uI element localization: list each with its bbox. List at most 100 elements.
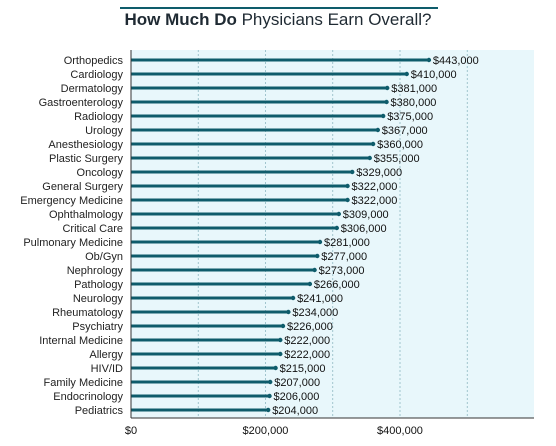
bar-end-dot [278,351,283,357]
bar [131,352,281,356]
value-label: $375,000 [387,111,433,123]
value-label: $266,000 [314,279,360,291]
bar [131,324,283,328]
bar [131,142,374,146]
bar [131,72,407,76]
value-label: $215,000 [280,363,326,375]
bar-end-dot [268,379,273,385]
bar [131,58,429,62]
category-label: Ob/Gyn [85,251,123,263]
bar [131,86,388,90]
bar-end-dot [345,183,350,189]
x-tick-label: $200,000 [243,425,289,437]
value-label: $222,000 [284,349,330,361]
category-label: Psychiatry [72,321,123,333]
category-label: Rheumatology [52,307,123,319]
x-tick-label: $400,000 [377,425,423,437]
bar [131,366,276,370]
chart-title-bold: How Much Do [124,10,237,29]
value-label: $360,000 [377,139,423,151]
value-label: $322,000 [352,181,398,193]
category-label: Emergency Medicine [20,195,123,207]
bar [131,380,271,384]
value-label: $234,000 [292,307,338,319]
category-label: Urology [85,125,123,137]
bar-end-dot [380,113,386,119]
category-label: Dermatology [61,83,124,95]
value-label: $329,000 [356,167,402,179]
category-label: Plastic Surgery [49,153,123,165]
bar [131,338,281,342]
value-label: $443,000 [433,55,479,67]
category-label: Pulmonary Medicine [23,237,123,249]
category-label: Pathology [74,279,123,291]
value-label: $281,000 [324,237,370,249]
bar [131,408,269,412]
bar-end-dot [404,71,409,77]
x-tick-label: $0 [125,425,137,437]
value-label: $381,000 [391,83,437,95]
bar [131,100,387,104]
value-label: $273,000 [319,265,365,277]
category-label: Anesthesiology [48,139,123,151]
value-label: $322,000 [352,195,398,207]
bar-end-dot [280,323,286,329]
category-label: Oncology [77,167,124,179]
bar-end-dot [367,155,372,161]
value-label: $207,000 [274,377,320,389]
category-label: Radiology [74,111,123,123]
bar-end-dot [273,365,278,371]
chart-title-rest: Physicians Earn Overall? [236,10,432,29]
bar-end-dot [286,309,291,315]
bar-end-dot [267,393,272,399]
value-label: $306,000 [341,223,387,235]
bar-end-dot [278,337,283,343]
value-label: $367,000 [382,125,428,137]
bar-end-dot [317,239,323,245]
category-label: Allergy [89,349,123,361]
value-label: $241,000 [297,293,343,305]
bar-end-dot [375,127,381,133]
bar-end-dot [290,295,296,301]
bar [131,310,289,314]
value-label: $410,000 [411,69,457,81]
bar-end-dot [315,253,320,259]
bar [131,170,353,174]
bar-end-dot [265,407,271,413]
bar [131,282,310,286]
category-label: HIV/ID [91,363,123,375]
bar [131,254,318,258]
category-label: Orthopedics [64,55,124,67]
bar-end-dot [350,169,355,175]
bar [131,156,370,160]
bar [131,268,315,272]
value-label: $380,000 [391,97,437,109]
value-label: $204,000 [272,405,318,417]
chart-title: How Much Do Physicians Earn Overall? [0,10,556,30]
category-label: Cardiology [70,69,123,81]
bar [131,128,378,132]
category-label: Pediatrics [75,405,124,417]
category-label: Internal Medicine [39,335,123,347]
category-label: Neurology [73,293,124,305]
value-label: $222,000 [284,335,330,347]
value-label: $277,000 [321,251,367,263]
bar-end-dot [307,281,313,287]
value-label: $226,000 [287,321,333,333]
bar [131,226,337,230]
bar-end-dot [385,85,390,91]
bar [131,198,348,202]
value-label: $206,000 [274,391,320,403]
title-rule [120,7,438,9]
category-label: Family Medicine [44,377,123,389]
bar-end-dot [426,57,432,63]
category-label: General Surgery [42,181,123,193]
bar [131,114,384,118]
bar-end-dot [370,141,376,147]
category-label: Critical Care [62,223,123,235]
value-label: $309,000 [343,209,389,221]
bar-end-dot [345,197,350,203]
bar-end-dot [312,267,317,273]
bar [131,394,270,398]
